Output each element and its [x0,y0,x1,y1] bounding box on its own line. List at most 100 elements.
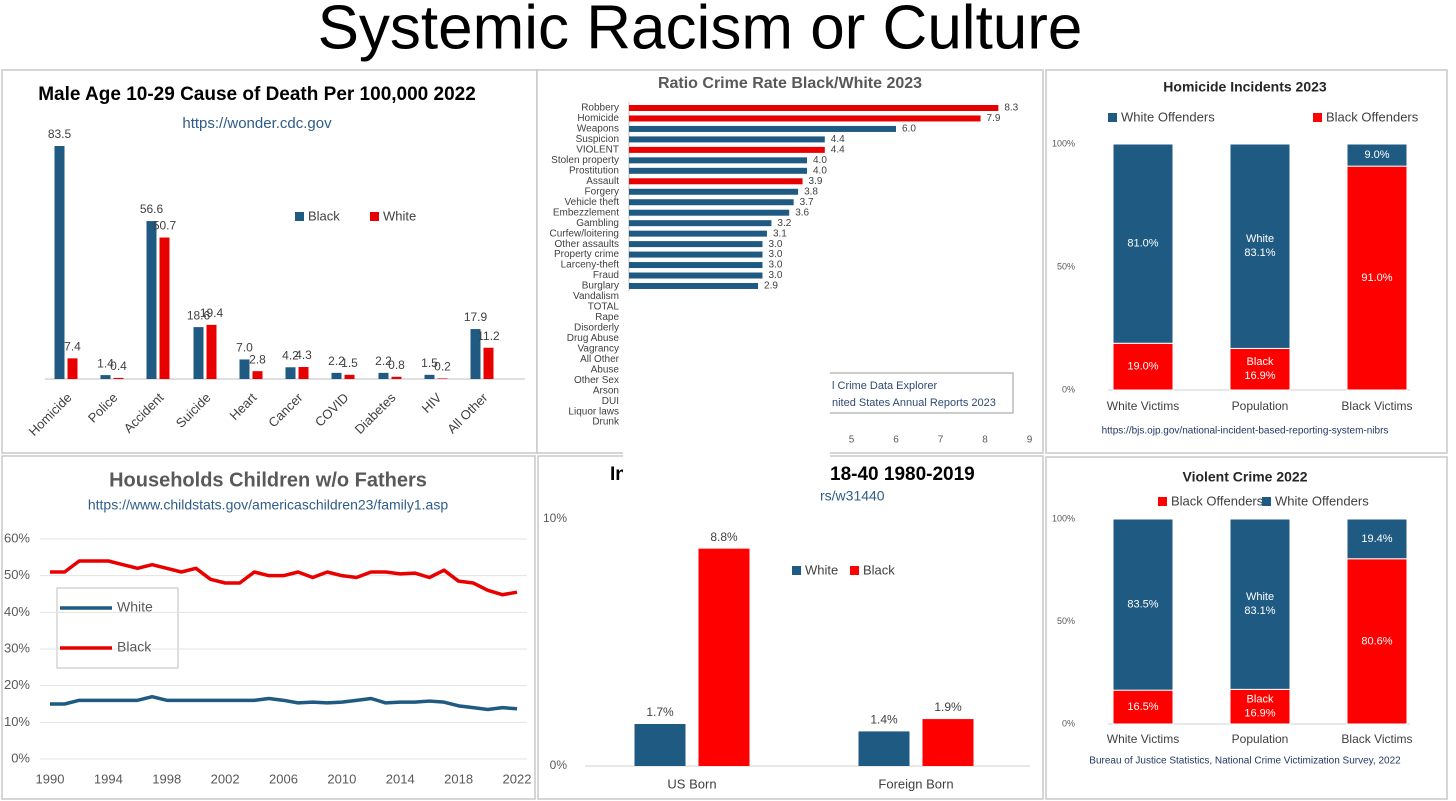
x-tick-label: 2010 [327,771,356,786]
y-tick-label: VIOLENT [576,145,619,156]
value-label: 80.6% [1361,635,1392,647]
value-label: 50.7 [153,219,177,233]
value-label: 1.5 [341,356,358,370]
annotation-box [799,372,1014,414]
source: https://bjs.ojp.gov/national-incident-ba… [1102,426,1389,437]
x-tick-label: 6 [893,435,899,446]
bar [629,167,807,174]
legend-label: White [805,562,838,577]
bar [629,178,803,185]
value-label: 16.9% [1244,708,1275,720]
y-tick-label: 10% [543,511,567,525]
bar-segment [1112,518,1174,691]
y-tick-label: Vagrancy [577,343,619,354]
y-tick-label: Other assaults [555,239,619,250]
value-label: 17.9 [464,310,488,324]
value-label: 4.4 [831,145,845,156]
legend-label: White Offenders [1275,493,1369,508]
segment-title: White [1246,591,1274,603]
value-label: 18.6 [187,308,211,322]
legend-swatch [1158,497,1167,506]
value-label: 3.1 [773,228,787,239]
value-label: 91.0% [1361,272,1392,284]
value-label: 2.9 [764,281,778,292]
bar [298,367,309,379]
bar-segment [1346,558,1408,725]
value-label: 1.9% [934,700,962,714]
x-tick-label: White Victims [1107,732,1179,746]
legend-label: White Offenders [1121,109,1215,124]
value-label: 2.2 [375,354,392,368]
bar-segment [1346,143,1408,167]
bar [629,199,794,206]
value-label: 7.9 [987,113,1001,124]
value-label: 8.3 [1004,103,1018,114]
legend-label: Black [863,562,895,577]
x-tick-label: 2018 [444,771,473,786]
bar [483,347,494,379]
bar [629,157,807,164]
y-tick-label: 10% [4,714,30,729]
x-tick-label: 7 [938,435,944,446]
legend-label: Black Offenders [1326,109,1419,124]
bar [54,146,65,379]
legend-swatch [295,212,304,221]
bar [858,731,910,766]
occluding-panel [623,291,830,512]
bar [67,358,78,379]
x-tick-label: 8 [982,435,988,446]
value-label: 4.4 [831,134,845,145]
chart-title: 18-40 1980-2019 [830,464,975,485]
y-tick-label: Liquor laws [568,406,619,417]
y-tick-label: Assault [586,176,619,187]
y-tick-label: TOTAL [588,302,620,313]
segment-title: Black [1247,694,1274,706]
annotation: nited States Annual Reports 2023 [832,397,996,409]
x-tick-label: 2006 [269,771,298,786]
bar [344,374,355,379]
y-tick-label: Gambling [576,218,619,229]
bar [378,372,389,379]
y-tick-label: 40% [4,604,30,619]
chart-title: Households Children w/o Fathers [109,469,427,491]
value-label: 11.2 [477,329,500,343]
value-label: 3.2 [777,218,791,229]
legend-box [56,587,179,669]
x-tick-label: 1990 [36,771,65,786]
value-label: 4.0 [813,155,827,166]
bar [159,237,170,379]
chart-subtitle: https://wonder.cdc.gov [182,115,332,132]
value-label: 8.8% [710,530,738,544]
chart-subtitle: rs/w31440 [820,488,885,504]
y-tick-label: Larceny-theft [561,260,620,271]
overlay: 5 6 7 8 9 l Crime Data Explorer nited States A… [820,380,1033,504]
bar [252,371,263,379]
value-label: 19.4% [1361,533,1392,545]
chart-title: Homicide Incidents 2023 [1163,79,1327,95]
bar [629,251,763,258]
value-label: 0.8 [388,358,405,372]
page-title: Systemic Racism or Culture [318,0,1083,62]
x-tick-label: 1994 [94,771,123,786]
value-label: 3.0 [769,249,783,260]
y-tick-label: Drug Abuse [567,333,620,344]
value-label: 9.0% [1364,149,1389,161]
y-tick-label: Homicide [577,113,619,124]
y-tick-label: All Other [580,354,620,365]
y-tick-label: Property crime [554,249,619,260]
y-tick-label: 0% [1062,718,1075,728]
legend-swatch [1262,497,1271,506]
x-tick-label: 2014 [386,771,415,786]
y-tick-label: 50% [4,567,30,582]
value-label: 81.0% [1127,238,1158,250]
value-label: 56.6 [140,202,164,216]
y-tick-label: Forgery [585,186,619,197]
value-label: 3.7 [800,197,814,208]
bar [470,329,481,379]
bar [424,374,435,379]
y-tick-label: 0% [1062,384,1075,394]
x-tick-label: 2022 [503,771,532,786]
bar [629,220,772,227]
x-tick-label: White Victims [1107,399,1179,413]
bar-segment [1112,143,1174,344]
